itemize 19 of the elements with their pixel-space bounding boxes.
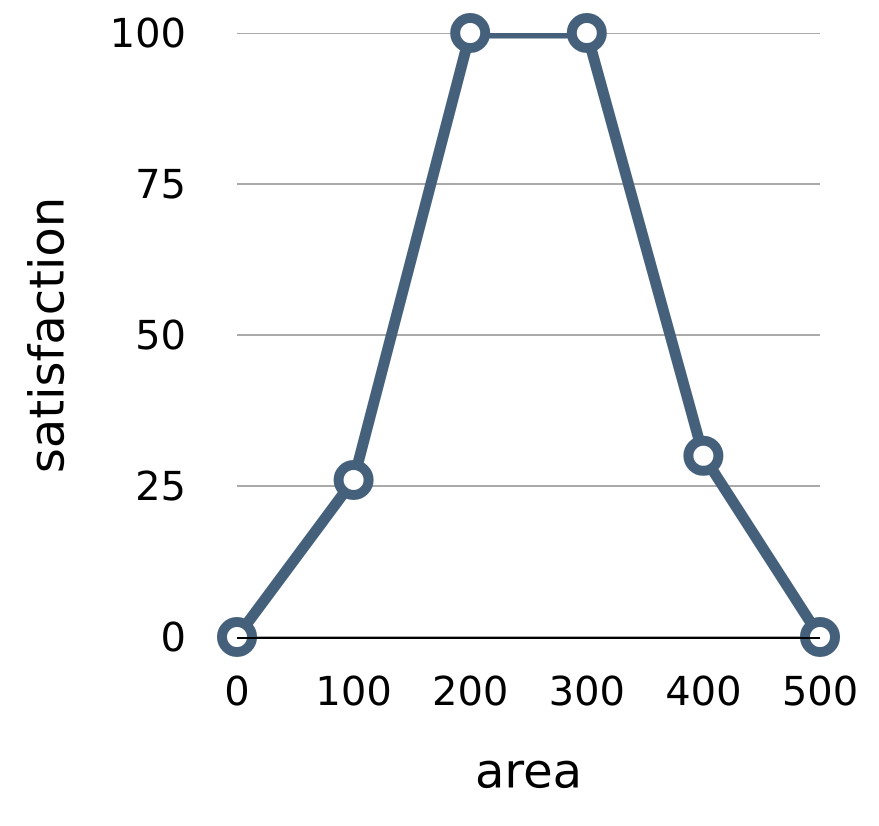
y-axis-title: satisfaction — [19, 196, 76, 474]
x-axis-title: area — [474, 744, 582, 800]
point — [683, 436, 724, 476]
x-tick-label: 400 — [665, 669, 742, 715]
x-tick-label: 100 — [315, 669, 392, 715]
point — [334, 460, 374, 500]
point — [217, 617, 257, 657]
point — [566, 13, 607, 53]
point — [450, 13, 490, 53]
x-tick-label: 500 — [782, 669, 858, 715]
y-tick-label: 100 — [110, 11, 186, 57]
point — [800, 617, 840, 657]
y-tick-label: 0 — [160, 615, 186, 661]
x-tick-label: 0 — [224, 669, 250, 715]
y-tick-label: 75 — [135, 162, 186, 208]
y-tick-label: 50 — [135, 313, 186, 359]
y-tick-label: 25 — [135, 464, 186, 510]
x-tick-label: 300 — [548, 669, 625, 715]
x-tick-label: 200 — [432, 669, 508, 715]
